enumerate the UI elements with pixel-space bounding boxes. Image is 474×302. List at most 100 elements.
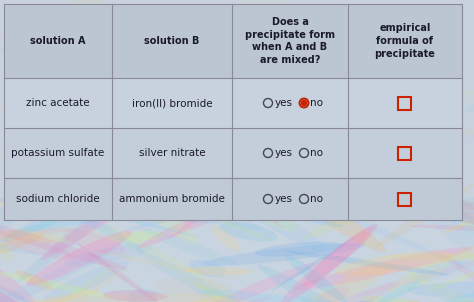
Text: zinc acetate: zinc acetate	[26, 98, 90, 108]
Ellipse shape	[113, 145, 177, 156]
Ellipse shape	[91, 250, 235, 280]
Ellipse shape	[199, 210, 273, 241]
Text: solution B: solution B	[144, 36, 200, 46]
Circle shape	[301, 100, 307, 106]
Text: ammonium bromide: ammonium bromide	[119, 194, 225, 204]
Ellipse shape	[112, 198, 168, 219]
Ellipse shape	[201, 243, 366, 266]
Ellipse shape	[456, 260, 474, 287]
Ellipse shape	[111, 297, 270, 302]
Text: no: no	[310, 148, 323, 158]
Bar	[399, 97, 411, 110]
Ellipse shape	[0, 153, 33, 171]
Ellipse shape	[195, 283, 310, 302]
Text: Does a
precipitate form
when A and B
are mixed?: Does a precipitate form when A and B are…	[245, 17, 335, 65]
Ellipse shape	[437, 191, 474, 227]
Ellipse shape	[0, 198, 72, 211]
Ellipse shape	[190, 259, 226, 277]
Ellipse shape	[255, 242, 341, 256]
Ellipse shape	[225, 191, 331, 255]
Ellipse shape	[410, 225, 474, 234]
Ellipse shape	[465, 219, 474, 266]
Ellipse shape	[103, 290, 167, 302]
Ellipse shape	[349, 133, 474, 168]
Ellipse shape	[0, 48, 105, 56]
Ellipse shape	[442, 236, 474, 263]
Text: solution A: solution A	[30, 36, 86, 46]
Ellipse shape	[394, 166, 474, 242]
Ellipse shape	[464, 299, 474, 302]
Ellipse shape	[420, 263, 474, 294]
Ellipse shape	[22, 10, 82, 42]
Ellipse shape	[138, 179, 289, 248]
Ellipse shape	[199, 290, 363, 302]
Ellipse shape	[272, 237, 356, 291]
Ellipse shape	[220, 178, 283, 228]
Ellipse shape	[44, 260, 129, 302]
Ellipse shape	[415, 259, 465, 281]
Ellipse shape	[15, 176, 144, 252]
Ellipse shape	[0, 228, 80, 242]
Bar	[4, 4, 462, 78]
Ellipse shape	[462, 92, 474, 112]
Ellipse shape	[142, 228, 237, 265]
Ellipse shape	[350, 127, 447, 146]
Text: empirical
formula of
precipitate: empirical formula of precipitate	[374, 23, 436, 59]
Ellipse shape	[0, 205, 83, 242]
Ellipse shape	[439, 298, 474, 302]
Ellipse shape	[0, 242, 14, 261]
Ellipse shape	[189, 202, 262, 230]
Ellipse shape	[115, 171, 246, 182]
Ellipse shape	[298, 46, 374, 58]
Ellipse shape	[80, 40, 169, 59]
Ellipse shape	[180, 20, 272, 32]
Ellipse shape	[128, 289, 158, 302]
Bar	[4, 78, 462, 128]
Ellipse shape	[155, 277, 232, 297]
Ellipse shape	[0, 194, 9, 207]
Ellipse shape	[360, 199, 428, 208]
Ellipse shape	[122, 183, 198, 244]
Ellipse shape	[244, 203, 298, 232]
Ellipse shape	[376, 184, 474, 247]
Ellipse shape	[387, 259, 450, 295]
Ellipse shape	[184, 267, 253, 275]
Ellipse shape	[438, 200, 474, 240]
Ellipse shape	[381, 55, 471, 100]
Ellipse shape	[24, 99, 165, 127]
Text: silver nitrate: silver nitrate	[139, 148, 205, 158]
Ellipse shape	[0, 233, 75, 260]
Text: yes: yes	[274, 148, 292, 158]
Ellipse shape	[402, 270, 474, 302]
Ellipse shape	[441, 254, 474, 292]
Ellipse shape	[0, 89, 88, 133]
Bar	[399, 192, 411, 205]
Ellipse shape	[11, 0, 121, 24]
Ellipse shape	[74, 125, 130, 156]
Ellipse shape	[318, 49, 366, 59]
Ellipse shape	[302, 224, 378, 286]
Bar	[4, 178, 462, 220]
Ellipse shape	[78, 81, 112, 91]
Ellipse shape	[63, 230, 126, 254]
Ellipse shape	[27, 230, 132, 286]
Ellipse shape	[283, 250, 450, 275]
Bar	[399, 146, 411, 159]
Ellipse shape	[9, 47, 105, 79]
Ellipse shape	[0, 272, 113, 298]
Ellipse shape	[211, 226, 241, 251]
Ellipse shape	[127, 204, 219, 231]
Ellipse shape	[24, 46, 163, 69]
Ellipse shape	[57, 265, 114, 302]
Ellipse shape	[121, 140, 214, 149]
Ellipse shape	[374, 281, 421, 302]
Ellipse shape	[98, 223, 246, 302]
Ellipse shape	[0, 290, 100, 302]
Ellipse shape	[463, 163, 474, 210]
Ellipse shape	[128, 39, 198, 78]
Ellipse shape	[49, 44, 85, 54]
Ellipse shape	[314, 286, 349, 302]
Ellipse shape	[408, 281, 474, 299]
Ellipse shape	[335, 251, 454, 276]
Ellipse shape	[135, 96, 172, 117]
